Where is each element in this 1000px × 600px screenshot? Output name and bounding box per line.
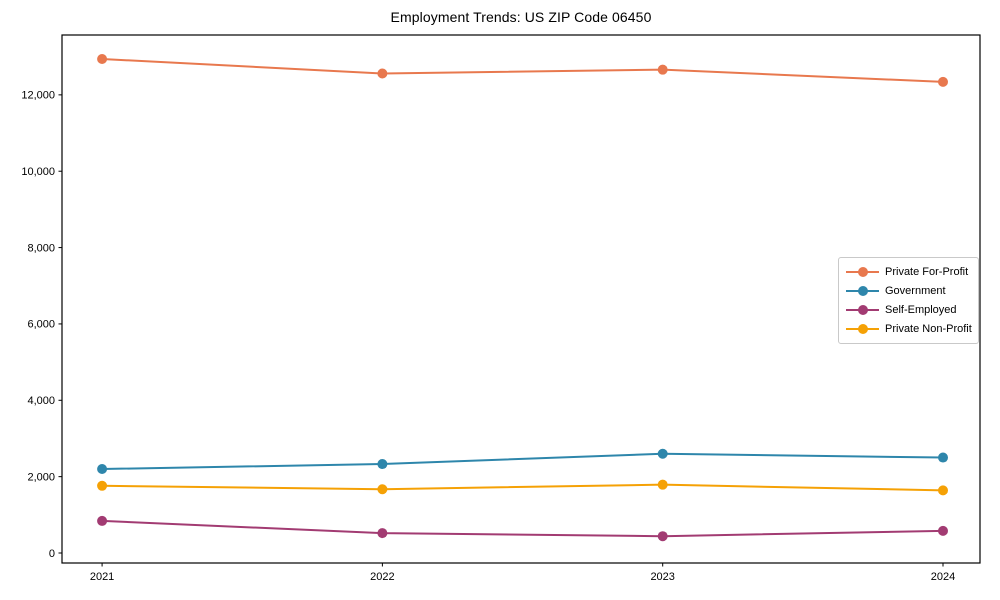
data-point [937, 76, 948, 87]
series-line [102, 519, 944, 538]
y-tick-label: 0 [49, 548, 55, 560]
data-point [657, 531, 668, 542]
data-point [377, 68, 388, 79]
data-point [937, 485, 948, 496]
legend-line-marker-icon [846, 304, 879, 316]
legend: Private For-Profit Government Self-Employe… [838, 257, 979, 344]
legend-line-marker-icon [846, 285, 879, 297]
data-point [97, 480, 108, 491]
legend-item-label: Private Non-Profit [885, 323, 972, 336]
data-point [937, 525, 948, 536]
data-point [97, 53, 108, 64]
legend-item-label: Self-Employed [885, 304, 957, 317]
chart-title: Employment Trends: US ZIP Code 06450 [390, 9, 652, 25]
x-tick-label: 2024 [931, 571, 955, 583]
data-point [657, 479, 668, 490]
data-point [97, 464, 108, 475]
plot-frame [61, 34, 981, 564]
data-point [657, 64, 668, 75]
y-tick-label: 10,000 [21, 166, 55, 178]
data-point [657, 448, 668, 459]
data-point [97, 515, 108, 526]
x-tick-label: 2022 [370, 571, 394, 583]
series-line [102, 483, 944, 492]
legend-item: Private Non-Profit [846, 320, 972, 338]
y-tick-label: 8,000 [27, 242, 55, 254]
legend-item: Self-Employed [846, 301, 971, 319]
y-tick-label: 12,000 [21, 90, 55, 102]
series-line [102, 57, 944, 83]
y-tick-label: 6,000 [27, 319, 55, 331]
legend-line-marker-icon [846, 266, 879, 278]
legend-line-marker-icon [846, 323, 879, 335]
series-line [102, 452, 944, 471]
x-tick-label: 2023 [650, 571, 674, 583]
legend-item-label: Private For-Profit [885, 265, 969, 278]
data-point [937, 452, 948, 463]
data-point [377, 528, 388, 539]
data-point [377, 459, 388, 470]
x-tick-label: 2021 [90, 571, 114, 583]
legend-item: Private For-Profit [846, 263, 971, 281]
y-tick-label: 2,000 [27, 471, 55, 483]
legend-item: Government [846, 282, 971, 300]
data-point [377, 484, 388, 495]
legend-item-label: Government [885, 284, 946, 297]
y-tick-label: 4,000 [27, 395, 55, 407]
